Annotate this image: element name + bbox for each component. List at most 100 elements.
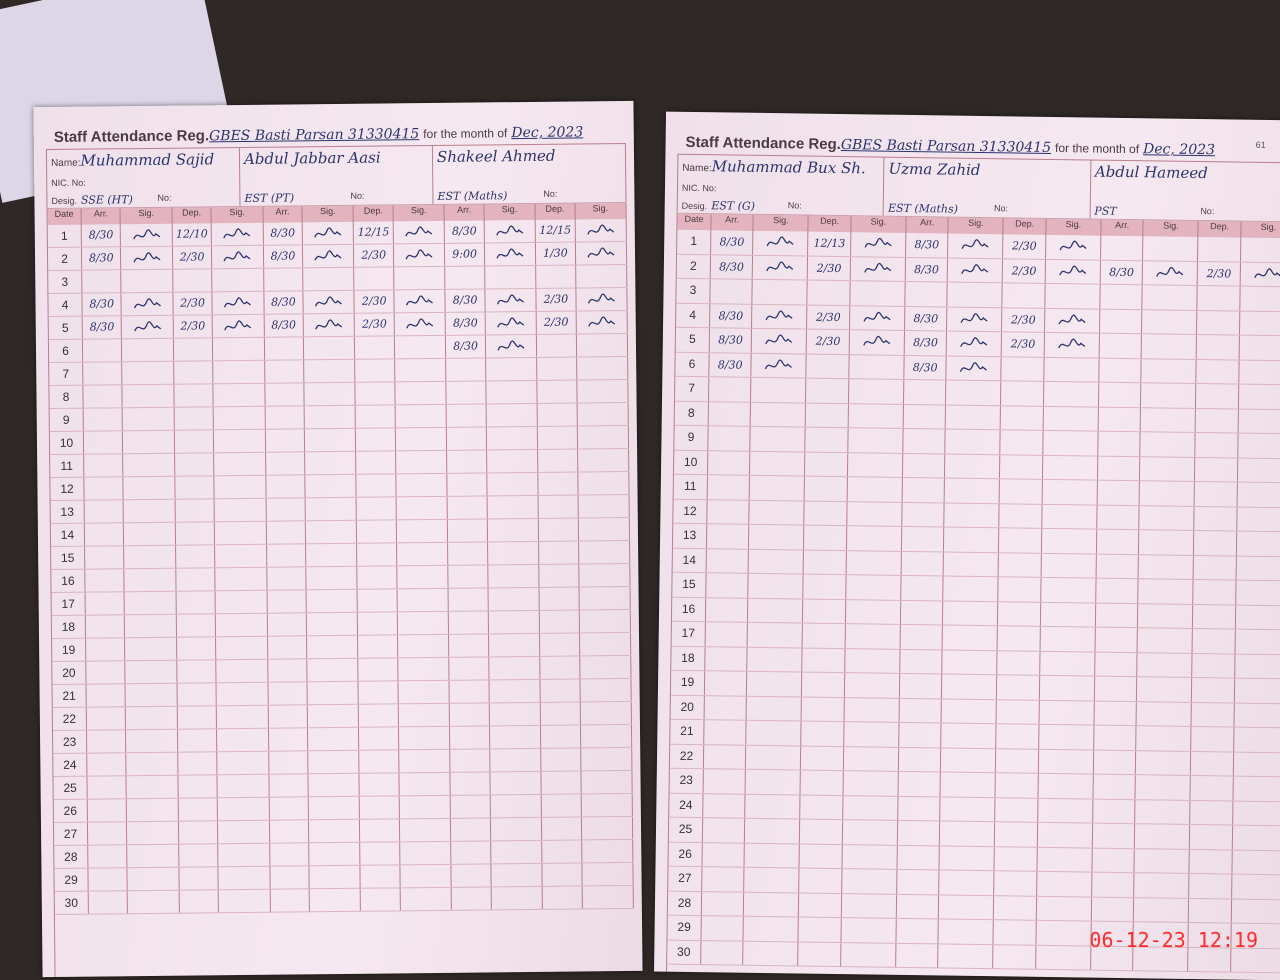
teacher-name-value: Uzma Zahid [888,159,981,179]
teacher-name-value: Muhammad Sajid [80,150,215,170]
teacher-name: Name:Muhammad Bux Sh. [682,157,866,177]
arrival-time [264,337,305,360]
teacher-designation: EST (Maths) [437,189,507,203]
arrival-time [449,634,490,657]
departure-time [995,773,1039,798]
departure-time [539,587,580,610]
arrival-time [1092,872,1135,897]
col-dep: Dep. [1198,221,1242,238]
departure-signature [1238,433,1280,458]
signature-mark [587,315,615,327]
arrival-signature [490,771,542,795]
departure-signature [217,728,269,752]
day-number: 7 [675,376,710,401]
arrival-signature [490,748,542,772]
arrival-time [447,496,488,519]
departure-signature [845,624,901,649]
departure-time [799,893,843,918]
arrival-signature [121,292,174,316]
departure-signature [848,379,905,404]
departure-time: 2/30 [536,288,577,311]
school-name: GBES Basti Parsan 31330415 [840,137,1052,156]
departure-signature [576,333,629,357]
departure-time [804,501,848,526]
day-number: 30 [54,891,89,914]
arrival-signature [489,656,541,680]
departure-time [803,599,847,624]
departure-time [359,704,399,727]
day-number: 19 [52,638,87,661]
arrival-time: 8/30 [263,245,304,268]
departure-signature [1039,675,1096,701]
arrival-signature [125,660,178,684]
arrival-signature [484,219,537,243]
arrival-time [445,266,486,289]
arrival-signature [743,941,799,966]
departure-time [360,796,400,819]
departure-time [542,863,583,886]
arrival-signature [487,518,540,542]
departure-time [993,944,1037,969]
arrival-signature [753,230,809,256]
departure-time [1194,506,1238,531]
arrival-signature [1142,309,1198,335]
departure-signature [1239,335,1280,360]
teacher-header: Name:Muhammad Sajid NIC. No: Desig. SSE (HT… [46,148,241,209]
arrival-time: 8/30 [82,293,123,316]
teacher-header: Abdul Jabbar Aasi EST (PT) No: [239,145,434,207]
departure-signature [215,590,268,614]
departure-signature [575,264,628,288]
departure-signature [1043,430,1099,456]
arrival-time [267,613,308,636]
arrival-signature [945,429,1002,454]
day-number: 22 [669,744,705,769]
arrival-signature [128,890,180,914]
day-number: 5 [48,316,83,340]
day-number: 15 [672,572,707,597]
departure-time [538,449,578,472]
teacher-name: Name:Muhammad Sajid [51,150,214,170]
day-number: 18 [51,615,87,639]
signature-mark [405,248,433,260]
departure-time [996,724,1040,749]
departure-signature [1233,776,1280,801]
departure-signature [217,774,270,798]
arrival-signature [304,359,356,383]
departure-signature [576,310,628,334]
day-number: 25 [53,776,88,799]
departure-signature [843,771,899,796]
departure-signature [1238,384,1280,409]
departure-signature [1235,629,1280,654]
day-number: 29 [667,915,702,940]
arrival-time [82,339,123,362]
arrival-signature [1134,848,1191,873]
day-number: 16 [51,569,86,593]
teacher-name: Uzma Zahid [888,160,980,179]
arrival-time [1099,309,1143,334]
departure-signature [581,770,633,794]
arrival-time [449,680,490,703]
departure-signature [216,613,268,637]
arrival-time [1094,701,1138,726]
departure-time [1191,751,1235,776]
arrival-time: 8/30 [81,224,122,247]
departure-signature [580,678,632,702]
school-name: GBES Basti Parsan 31330415 [208,126,420,145]
arrival-time [448,542,489,565]
departure-time [1191,726,1235,752]
departure-signature [397,542,449,566]
arrival-time: 8/30 [906,232,949,258]
col-dep: Dep. [1003,218,1047,235]
arrival-time [903,428,947,454]
col-sig: Sig. [211,206,264,224]
departure-signature [395,381,447,405]
departure-time [175,499,216,522]
departure-signature [1231,874,1280,899]
departure-signature [844,673,901,698]
departure-signature [1044,332,1100,358]
departure-time [177,706,218,729]
departure-signature [1240,262,1280,287]
day-number: 10 [49,431,85,455]
departure-time: 2/30 [172,246,213,269]
arrival-time [896,943,939,968]
